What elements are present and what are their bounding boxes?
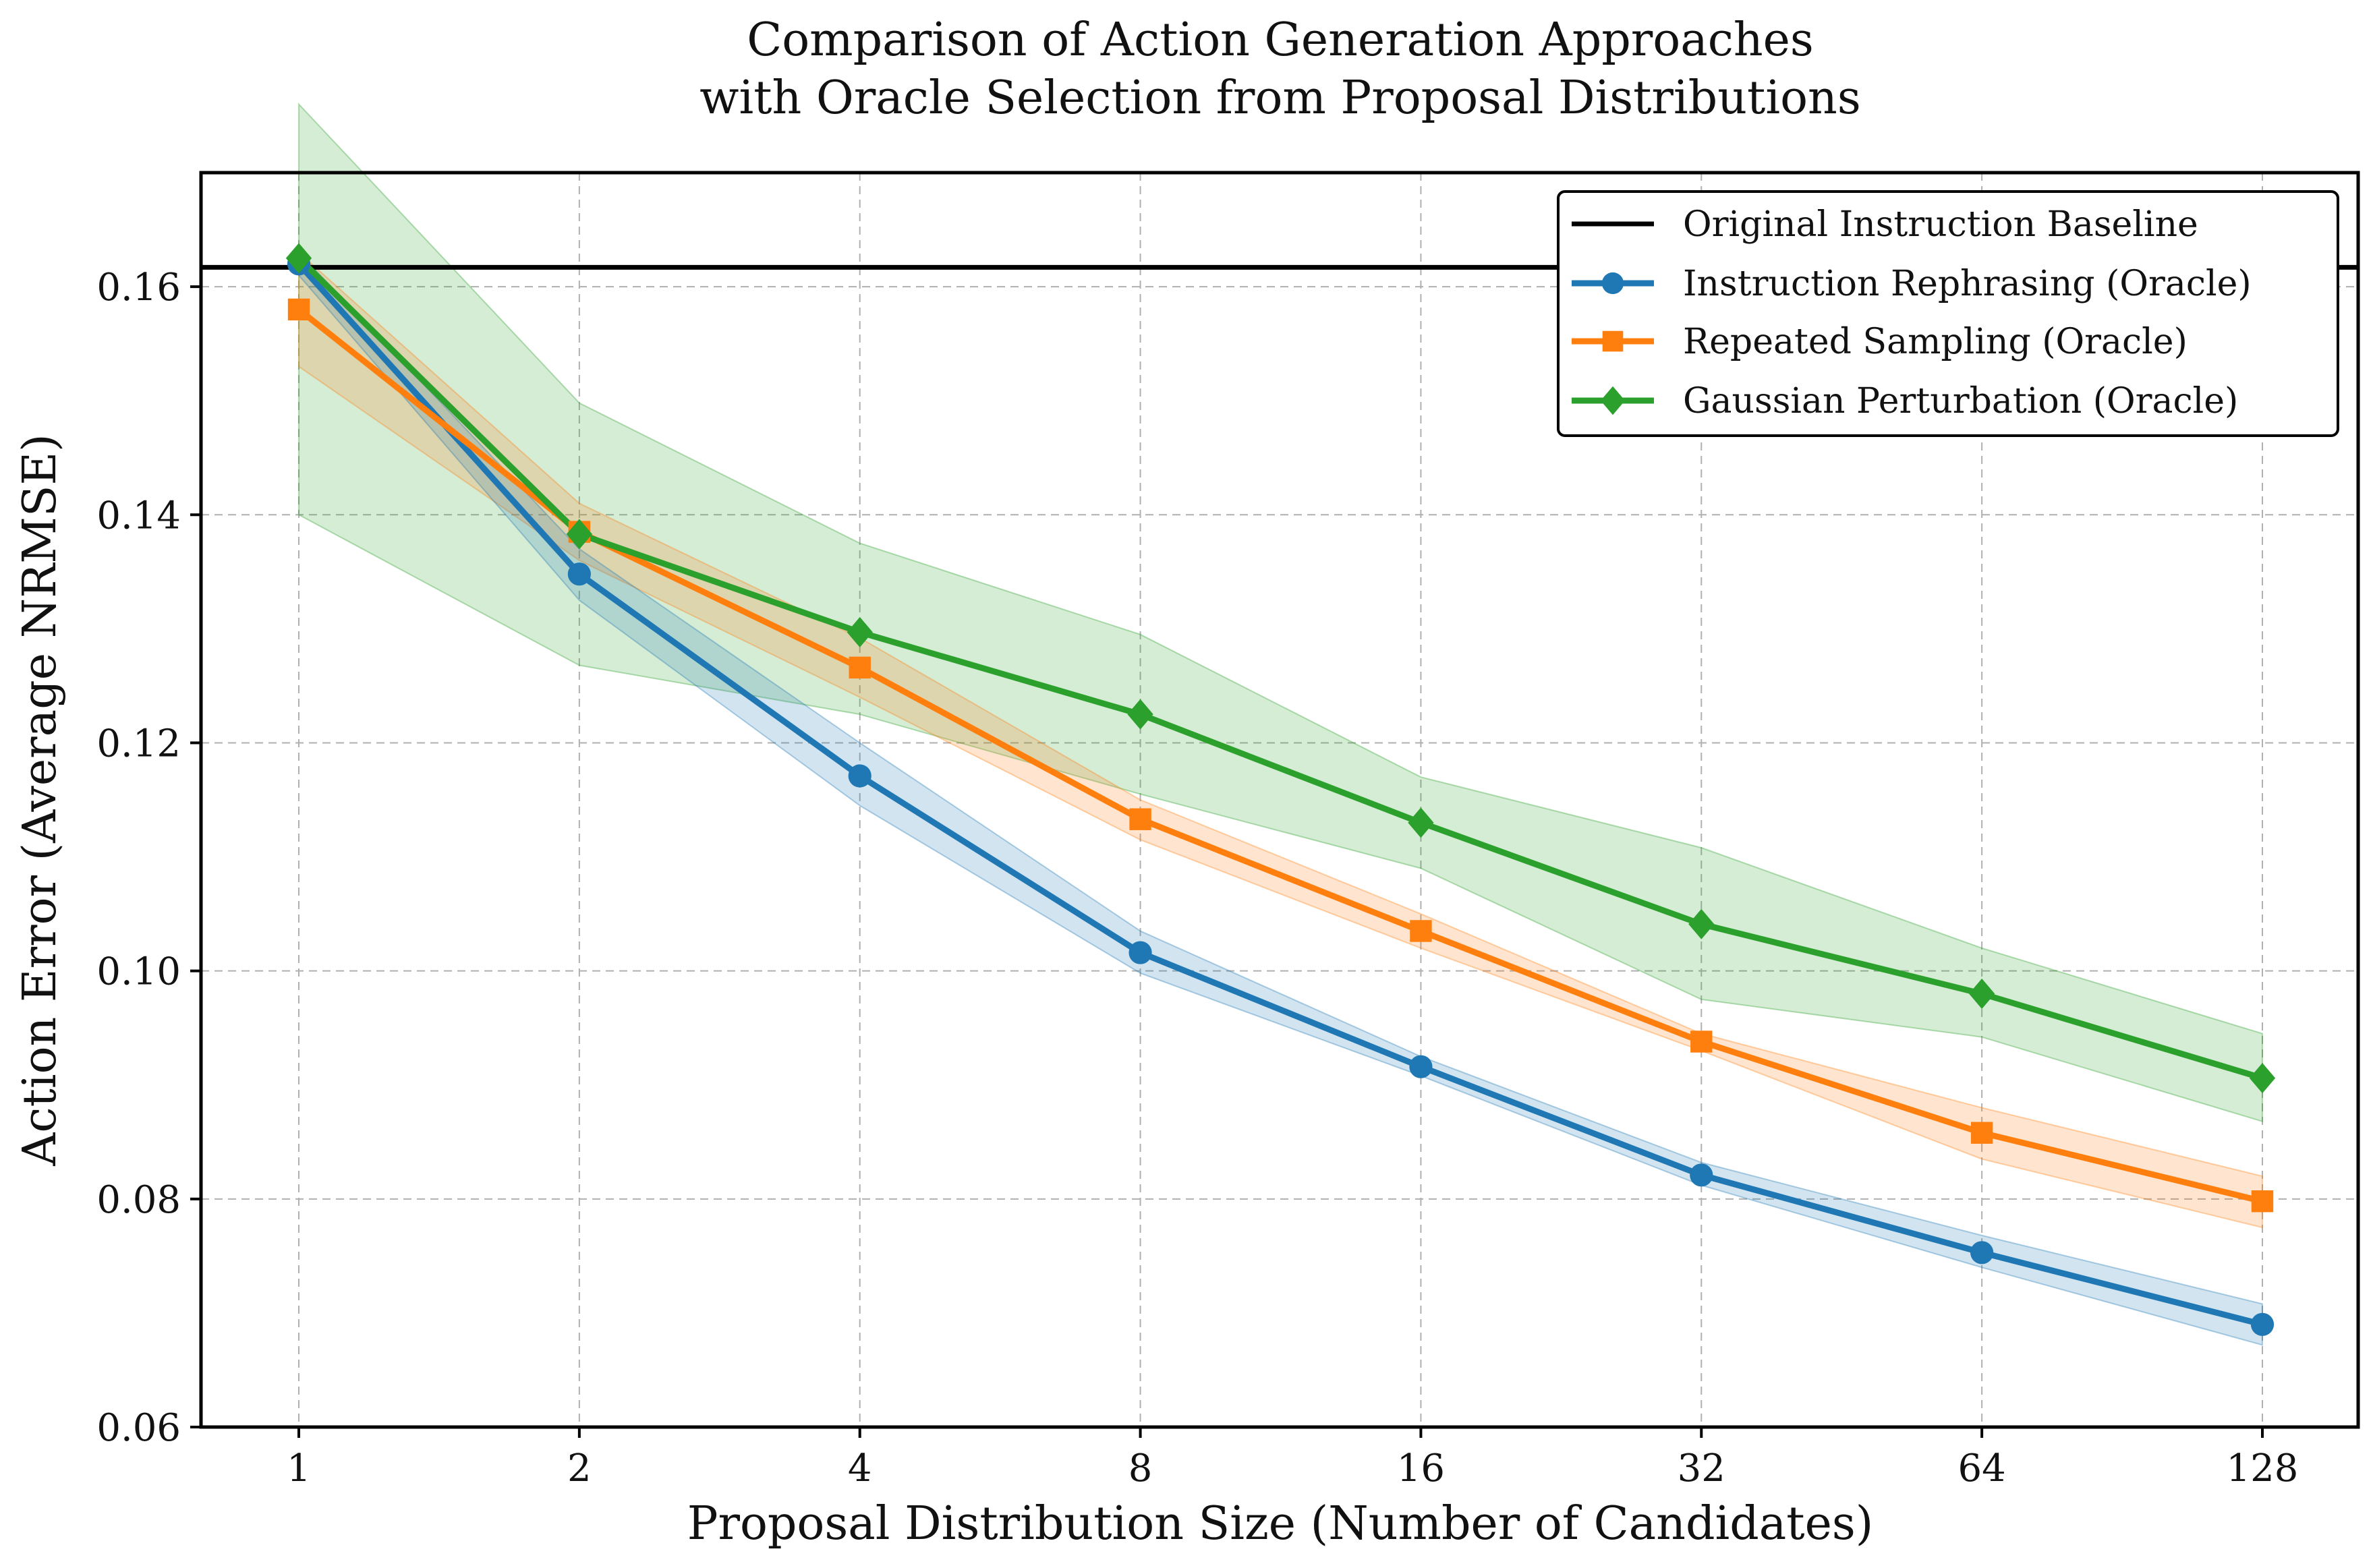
legend-label: Original Instruction Baseline bbox=[1683, 204, 2198, 245]
data-point bbox=[2251, 1190, 2274, 1213]
x-tick-label: 8 bbox=[1128, 1447, 1153, 1490]
data-point bbox=[566, 519, 592, 550]
data-point bbox=[1600, 386, 1626, 415]
legend-label: Instruction Rephrasing (Oracle) bbox=[1683, 264, 2252, 304]
y-tick-label: 0.16 bbox=[96, 266, 181, 310]
legend-label: Gaussian Perturbation (Oracle) bbox=[1683, 381, 2238, 422]
data-point bbox=[849, 656, 871, 679]
y-tick-label: 0.06 bbox=[96, 1406, 181, 1450]
data-point bbox=[1690, 1163, 1713, 1187]
data-point bbox=[1409, 1055, 1433, 1078]
data-point bbox=[1970, 1122, 1993, 1144]
data-point bbox=[1127, 699, 1153, 730]
data-point bbox=[1410, 920, 1432, 942]
series-markers bbox=[285, 243, 2276, 1336]
chart-title-line-2: with Oracle Selection from Proposal Dist… bbox=[699, 71, 1860, 125]
x-tick-label: 128 bbox=[2227, 1447, 2299, 1490]
series-line bbox=[297, 307, 2264, 1204]
y-tick-label: 0.10 bbox=[96, 950, 181, 994]
data-point bbox=[1128, 941, 1152, 964]
data-point bbox=[567, 562, 591, 586]
data-point bbox=[1688, 908, 1715, 939]
legend-box bbox=[1557, 190, 2339, 437]
data-point bbox=[285, 243, 312, 274]
legend: Original Instruction Baseline Instruction… bbox=[1557, 190, 2339, 437]
data-point bbox=[1602, 330, 1624, 352]
y-tick-label: 0.12 bbox=[96, 722, 181, 765]
x-tick-label: 16 bbox=[1397, 1447, 1445, 1490]
x-axis-label: Proposal Distribution Size (Number of Ca… bbox=[687, 1497, 1874, 1550]
data-point bbox=[848, 764, 871, 788]
series-line bbox=[296, 256, 2264, 1081]
plot-frame bbox=[199, 171, 2360, 1429]
data-point bbox=[2250, 1312, 2275, 1336]
chart-title-line-1: Comparison of Action Generation Approach… bbox=[747, 13, 1814, 67]
y-axis-label: Action Error (Average NRMSE) bbox=[13, 434, 67, 1166]
confidence-band bbox=[298, 251, 2263, 1229]
series-lines bbox=[296, 256, 2264, 1328]
y-tick-label: 0.08 bbox=[96, 1178, 181, 1222]
data-point bbox=[1408, 807, 1434, 838]
data-point bbox=[1129, 808, 1151, 830]
legend-label: Repeated Sampling (Oracle) bbox=[1683, 322, 2188, 362]
data-point bbox=[287, 298, 310, 321]
x-axis-ticks: 1 2 4 8 16 32 64 128 bbox=[287, 1427, 2298, 1490]
data-point bbox=[1690, 1030, 1713, 1053]
series-line bbox=[296, 262, 2264, 1328]
data-point bbox=[847, 616, 873, 647]
x-tick-label: 4 bbox=[848, 1447, 872, 1490]
data-point bbox=[1601, 272, 1624, 295]
x-tick-label: 2 bbox=[567, 1447, 592, 1490]
y-axis-ticks: 0.06 0.08 0.10 0.12 0.14 0.16 bbox=[96, 266, 201, 1450]
confidence-band bbox=[298, 250, 2263, 1346]
data-point bbox=[2249, 1063, 2276, 1094]
x-tick-label: 1 bbox=[287, 1447, 311, 1490]
x-tick-label: 64 bbox=[1958, 1447, 2006, 1490]
y-tick-label: 0.14 bbox=[96, 494, 181, 538]
data-point bbox=[1970, 1241, 1994, 1265]
data-point bbox=[1969, 978, 1995, 1009]
x-tick-label: 32 bbox=[1678, 1447, 1725, 1490]
